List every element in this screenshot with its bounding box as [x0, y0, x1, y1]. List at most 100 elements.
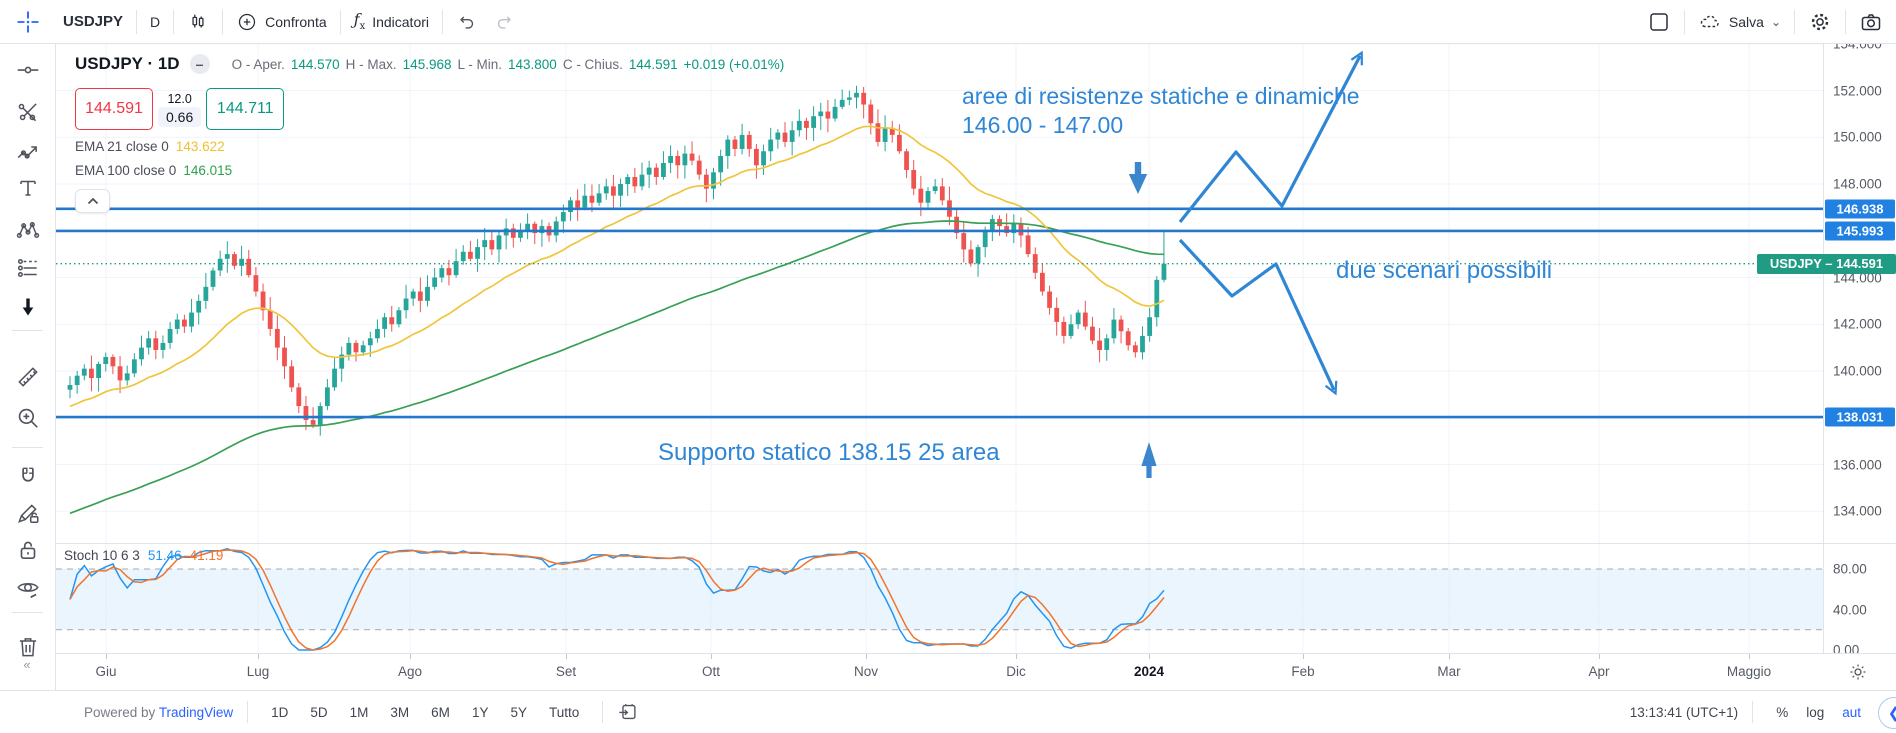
ohlc-label: L - Min.	[457, 56, 502, 72]
hline-price-label[interactable]: 138.031	[1825, 407, 1895, 427]
range-button-tutto[interactable]: Tutto	[548, 704, 580, 720]
zoom-in-button[interactable]	[13, 403, 43, 433]
drawing-lock-icon	[15, 500, 41, 526]
ruler-icon	[15, 364, 41, 390]
redo-icon	[493, 11, 515, 33]
horizontal-line-button[interactable]	[13, 55, 43, 85]
redo-button[interactable]	[491, 7, 528, 37]
chart-area[interactable]: aree di resistenze statiche e dinamiche …	[55, 36, 1896, 691]
hline-price-label[interactable]: 146.938	[1825, 199, 1895, 219]
fx-icon: ƒx	[353, 10, 366, 33]
toolbar-separator	[1752, 701, 1754, 723]
tradingview-link: TradingView	[158, 704, 234, 720]
price-tick: 148.000	[1833, 176, 1882, 192]
trash-icon	[15, 634, 41, 660]
ohlc-label: O - Aper.	[231, 56, 285, 72]
change-value: +0.019 (+0.01%)	[683, 56, 785, 72]
bottom-toolbar: Powered by TradingView 1D 5D 1M 3M 6M 1Y 5Y Tut…	[0, 690, 1896, 733]
support-annotation[interactable]: Supporto statico 138.15 25 area	[658, 439, 1000, 466]
time-axis[interactable]: Giu Lug Ago Set Ott Nov Dic 2024 Feb Mar Apr Maggio	[55, 653, 1896, 691]
time-label: Ago	[397, 664, 423, 679]
buy-button[interactable]: 144.711	[206, 88, 285, 130]
interval-button[interactable]: D	[150, 13, 161, 30]
save-label: Salva	[1728, 13, 1764, 30]
ema21-value: 143.622	[175, 139, 225, 154]
xabcd-pattern-button[interactable]	[13, 215, 43, 245]
compare-label: Confronta	[265, 13, 327, 30]
drawing-lock-button[interactable]	[13, 498, 43, 528]
trash-button[interactable]	[13, 632, 43, 662]
range-button-1d[interactable]: 1D	[271, 704, 289, 720]
pitchfork-button[interactable]	[13, 97, 43, 127]
arrow-mark-down-button[interactable]	[13, 292, 43, 322]
range-button-1m[interactable]: 1M	[349, 704, 369, 720]
pane-collapse-button[interactable]	[75, 189, 110, 213]
compare-button[interactable]: Confronta	[223, 7, 339, 37]
candles-icon	[187, 11, 209, 33]
hide-drawings-icon	[15, 575, 41, 601]
ohlc-value: 144.570	[290, 56, 340, 72]
chart-style-button[interactable]	[174, 7, 222, 37]
ema21-legend-row[interactable]: EMA 21 close 0 143.622	[75, 139, 784, 154]
forecast-arrow-button[interactable]	[13, 135, 43, 165]
time-tick	[711, 654, 712, 659]
pane-divider[interactable]	[55, 543, 1896, 544]
price-tick: 152.000	[1833, 83, 1882, 98]
price-tick: 144.000	[1833, 270, 1882, 285]
lock-button[interactable]	[13, 535, 43, 565]
save-button[interactable]: Salva ⌄	[1685, 7, 1794, 37]
goto-date-button[interactable]	[617, 701, 639, 723]
undo-button[interactable]	[443, 7, 491, 37]
magnet-button[interactable]	[13, 462, 43, 492]
indicators-button[interactable]: ƒx Indicatori	[341, 7, 442, 37]
ohlc-label: C - Chius.	[562, 56, 623, 72]
stoch-k-value: 51.46	[147, 548, 182, 563]
scenarios-annotation[interactable]: due scenari possibili	[1336, 257, 1553, 284]
powered-by[interactable]: Powered by TradingView	[84, 704, 234, 720]
settings-button[interactable]	[1795, 7, 1845, 37]
spread-value: 0.66	[158, 106, 202, 127]
gear-icon	[1808, 10, 1832, 34]
toolbar-separator	[1683, 9, 1685, 34]
ema100-legend-row[interactable]: EMA 100 close 0 146.015	[75, 163, 784, 178]
crosshair-tool-button[interactable]	[0, 0, 55, 43]
stoch-legend[interactable]: Stoch 10 6 3 51.46 41.19	[64, 548, 223, 563]
legend-minus-button[interactable]: –	[189, 54, 210, 74]
resistance-annotation[interactable]: aree di resistenze statiche e dinamiche …	[962, 83, 1360, 138]
chart-legend: USDJPY · 1D – O - Aper. 144.570 H - Max. 14…	[75, 54, 784, 178]
toolbar-separator	[173, 9, 175, 34]
range-button-5y[interactable]: 5Y	[510, 704, 527, 720]
time-tick	[1449, 654, 1450, 659]
range-button-1y[interactable]: 1Y	[471, 704, 489, 720]
spread-top-value: 12.0	[167, 91, 192, 106]
zoom-in-icon	[15, 405, 41, 431]
parallel-lines-button[interactable]	[13, 253, 43, 283]
time-tick	[1016, 654, 1017, 659]
clock-display[interactable]: 13:13:41 (UTC+1)	[1629, 704, 1739, 720]
percent-scale-button[interactable]: %	[1776, 704, 1789, 720]
symbol-button[interactable]: USDJPY	[63, 13, 124, 30]
ruler-button[interactable]	[13, 362, 43, 392]
time-label: Maggio	[1726, 664, 1772, 679]
log-scale-button[interactable]: log	[1806, 704, 1825, 720]
range-button-6m[interactable]: 6M	[431, 704, 450, 720]
arrow-mark-down-icon	[16, 295, 40, 319]
hline-price-label[interactable]: 145.993	[1825, 221, 1895, 241]
text-tool-button[interactable]	[13, 173, 43, 203]
range-button-3m[interactable]: 3M	[390, 704, 410, 720]
toolbar-divider	[12, 612, 43, 613]
range-button-5d[interactable]: 5D	[310, 704, 328, 720]
screenshot-button[interactable]	[1846, 7, 1896, 37]
collapse-toolbar-button[interactable]: «	[16, 649, 38, 679]
price-axis[interactable]: 154.000152.000150.000148.000144.000142.0…	[1823, 36, 1896, 658]
timezone-sun-icon[interactable]	[1848, 662, 1868, 682]
time-label: Apr	[1588, 664, 1610, 679]
hide-drawings-button[interactable]	[13, 573, 43, 603]
forecast-arrow-icon	[15, 137, 41, 163]
auto-scale-button[interactable]: aut	[1842, 704, 1861, 720]
drawing-toolbar: «	[0, 0, 56, 690]
legend-symbol-title[interactable]: USDJPY · 1D	[75, 54, 180, 73]
time-tick	[258, 654, 259, 659]
layout-button[interactable]	[1634, 7, 1684, 37]
sell-button[interactable]: 144.591	[75, 88, 153, 130]
